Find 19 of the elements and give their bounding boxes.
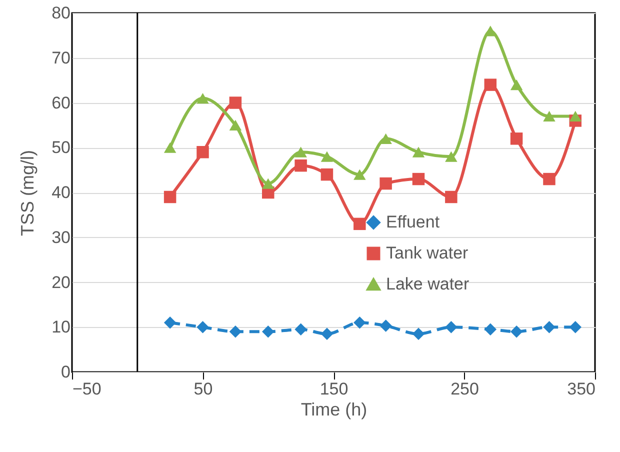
x-tick-label: 150 — [320, 380, 348, 398]
y-tick-label: 0 — [61, 362, 70, 382]
y-tick-label: 10 — [52, 318, 70, 337]
y-tick-label: 40 — [52, 183, 70, 202]
y-tick-label: 80 — [52, 4, 70, 22]
y-tick-label: 70 — [52, 48, 70, 68]
x-tick-label: 250 — [450, 380, 479, 398]
y-tick-label: 50 — [52, 138, 70, 158]
x-tick-label: 350 — [567, 380, 596, 398]
legend-label: Tank water — [386, 244, 469, 263]
y-tick-label: 30 — [52, 228, 70, 247]
x-axis-title: Time (h) — [300, 400, 368, 420]
x-tick-label: 50 — [194, 380, 213, 398]
y-tick-label: 60 — [52, 93, 70, 112]
legend-label: Effuent — [386, 212, 440, 232]
x-tick-label: −50 — [72, 380, 102, 398]
y-tick-label: 20 — [52, 272, 70, 292]
legend-label: Lake water — [386, 274, 470, 294]
y-axis-title: TSS (mg/l) — [18, 150, 38, 236]
